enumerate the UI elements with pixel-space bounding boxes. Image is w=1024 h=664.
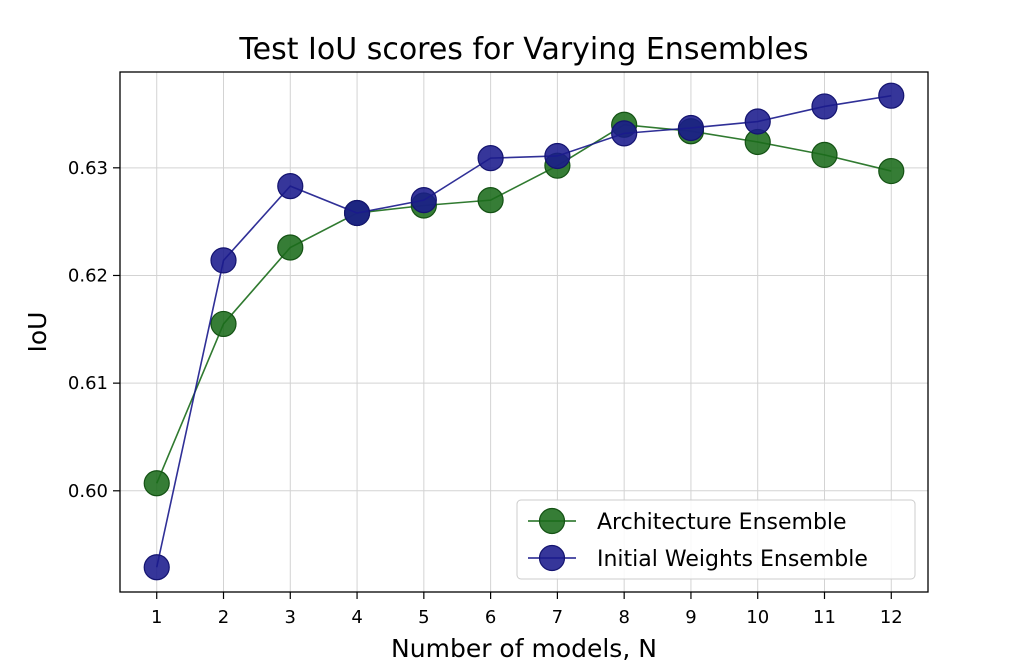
x-tick-label: 10: [746, 607, 769, 628]
data-point: [143, 470, 170, 497]
data-point: [878, 157, 905, 185]
legend-marker: [538, 507, 566, 535]
series-line: [155, 123, 892, 484]
y-axis: 0.60 0.61 0.62 0.63: [68, 158, 120, 502]
legend-label: Initial Weights Ensemble: [597, 547, 868, 572]
x-tick-label: 2: [218, 607, 229, 628]
chart-title: Test IoU scores for Varying Ensembles: [238, 32, 808, 67]
legend-item: Architecture Ensemble: [528, 507, 847, 535]
x-tick-label: 9: [685, 607, 696, 628]
x-tick-label: 8: [618, 607, 629, 628]
data-point: [878, 82, 905, 109]
y-tick-label: 0.63: [68, 158, 108, 179]
y-axis-label: IoU: [23, 312, 52, 353]
legend-marker: [538, 544, 566, 572]
legend-label: Architecture Ensemble: [597, 510, 847, 535]
series-line: [155, 94, 892, 568]
series-1: [143, 111, 905, 497]
data-point: [143, 554, 170, 581]
data-point: [210, 310, 237, 338]
x-tick-label: 12: [880, 607, 903, 628]
x-tick-label: 4: [351, 607, 362, 628]
data-point: [811, 93, 838, 120]
data-point: [410, 187, 437, 214]
data-point: [277, 234, 304, 261]
data-point: [477, 145, 504, 172]
data-point: [343, 199, 371, 227]
x-tick-label: 1: [151, 607, 162, 628]
data-point: [277, 173, 304, 200]
legend-box: [516, 499, 916, 580]
plot-area: [143, 82, 905, 581]
x-tick-label: 3: [285, 607, 296, 628]
axes-frame: [119, 71, 929, 593]
x-tick-label: 6: [485, 607, 496, 628]
x-tick-label: 7: [552, 607, 563, 628]
data-point: [811, 141, 838, 168]
x-axis: 1 2 3 4 5 6 7 8 9 10 11 12: [151, 592, 903, 628]
series-2: [143, 82, 905, 581]
x-axis-label: Number of models, N: [391, 634, 657, 663]
data-point: [210, 247, 237, 274]
data-point: [544, 142, 571, 170]
y-tick-label: 0.62: [68, 265, 108, 286]
data-point: [477, 187, 504, 214]
legend-item: Initial Weights Ensemble: [528, 544, 868, 572]
data-point: [744, 108, 771, 135]
x-tick-label: 11: [813, 607, 836, 628]
legend: Architecture Ensemble Initial Weights Ens…: [516, 499, 916, 580]
y-tick-label: 0.60: [68, 481, 108, 502]
data-point: [677, 114, 705, 142]
data-point: [611, 120, 638, 147]
x-tick-label: 5: [418, 607, 429, 628]
y-tick-label: 0.61: [68, 373, 108, 394]
